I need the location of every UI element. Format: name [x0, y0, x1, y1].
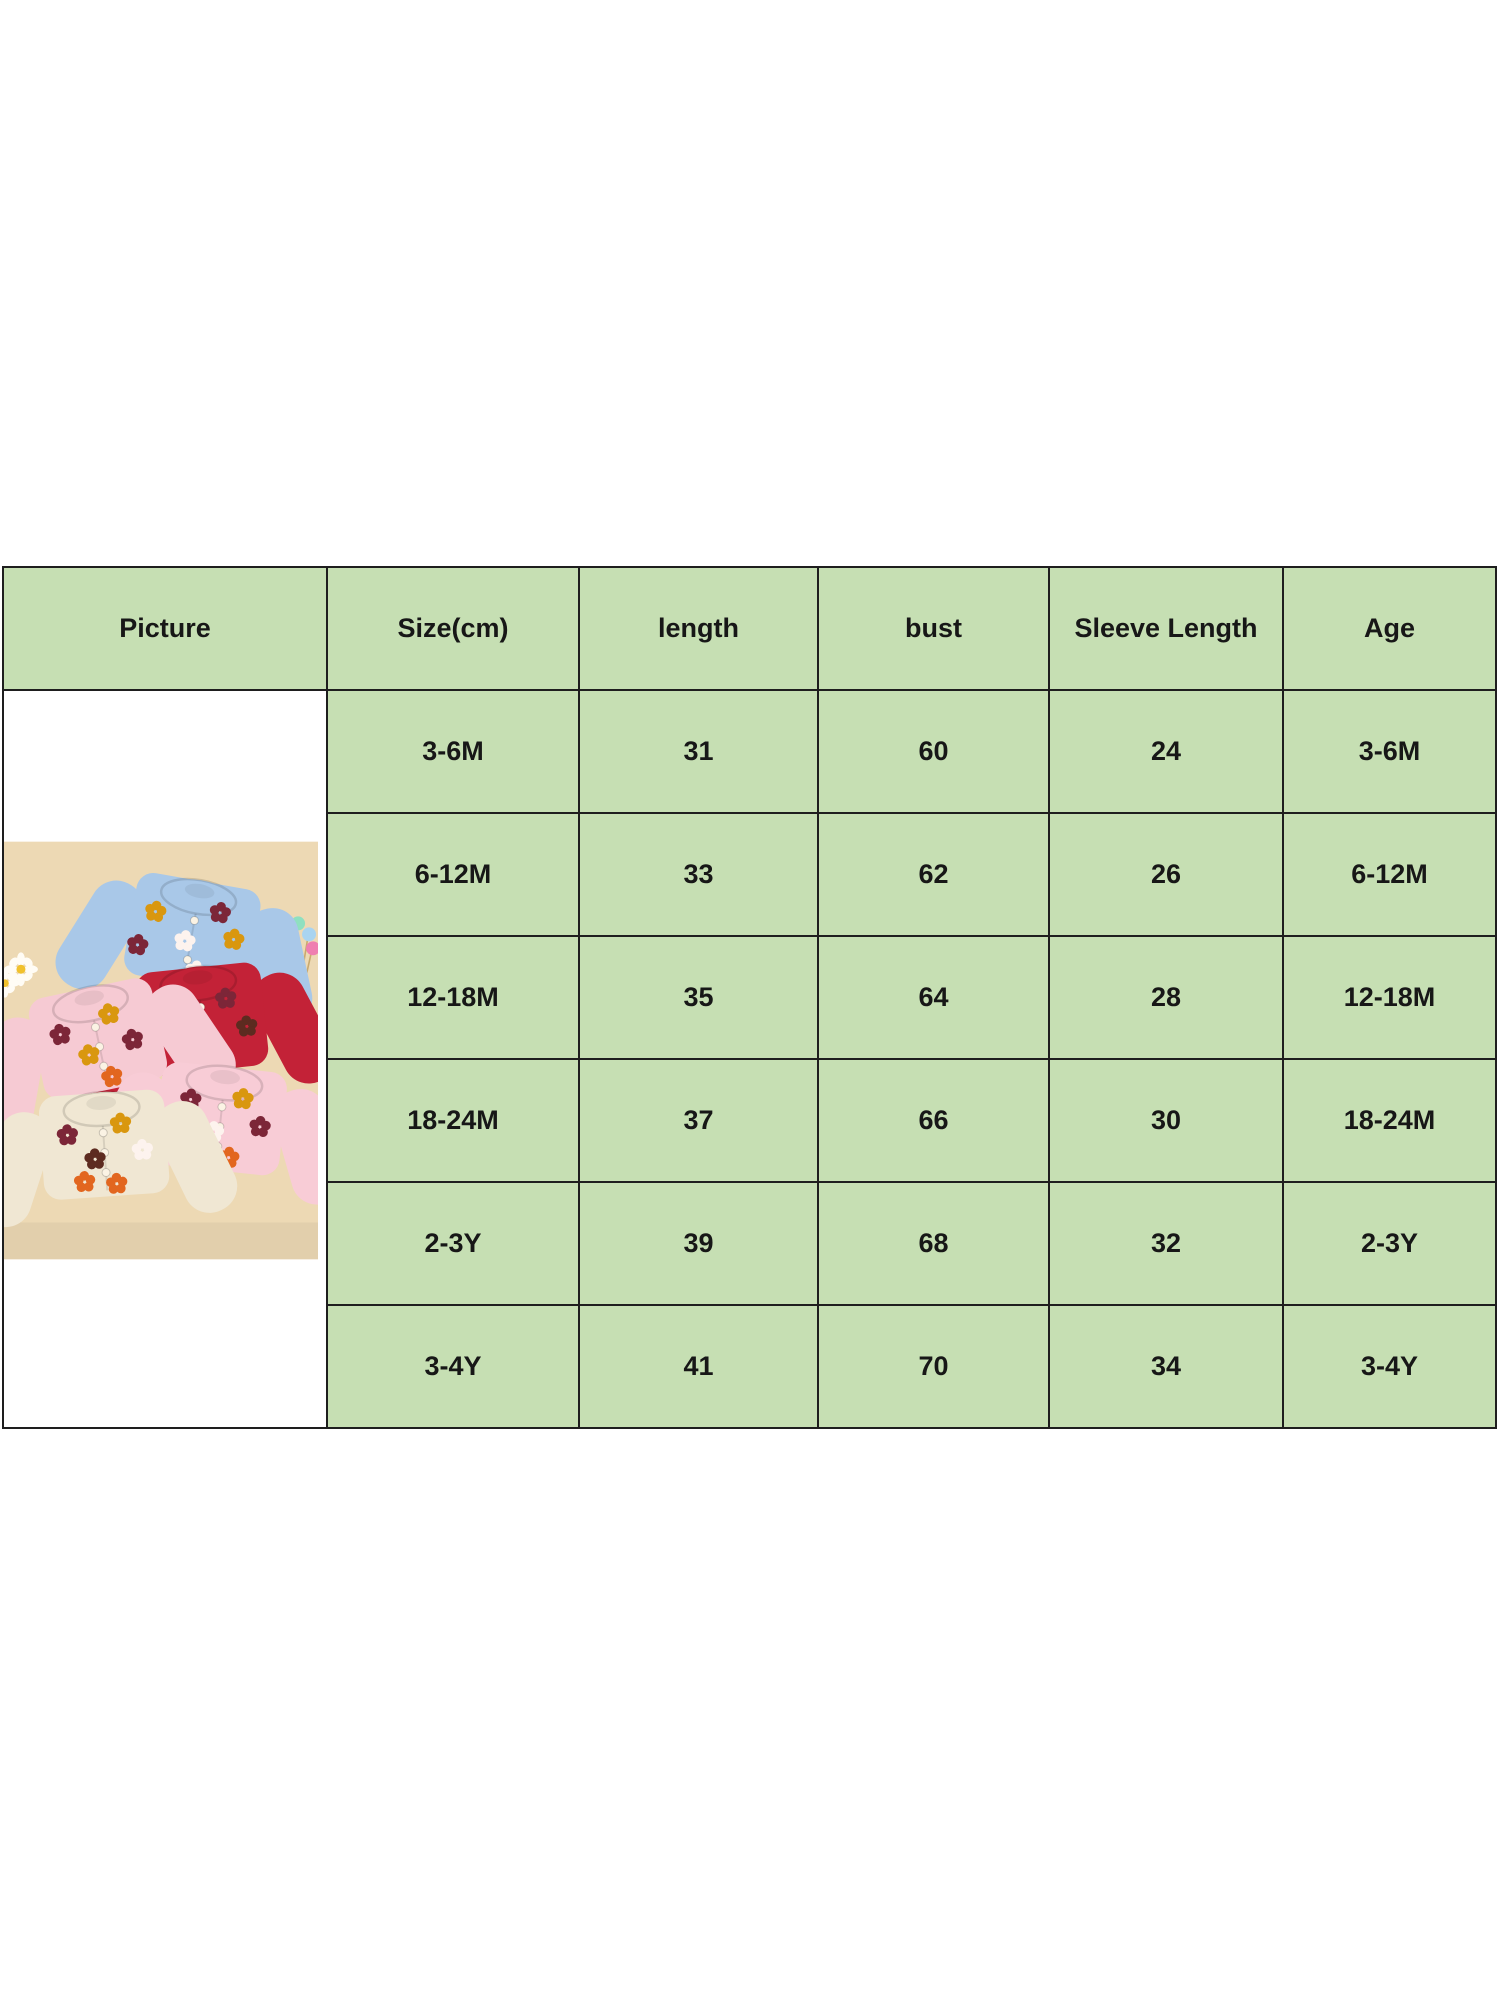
cell-row2-age: 12-18M [1284, 937, 1495, 1058]
cell-row0-bust: 60 [819, 691, 1048, 812]
cell-row3-length: 37 [580, 1060, 817, 1181]
header-sleeve-length: Sleeve Length [1050, 568, 1282, 689]
cell-row3-sleeve: 30 [1050, 1060, 1282, 1181]
cell-row1-age: 6-12M [1284, 814, 1495, 935]
cell-row4-age: 2-3Y [1284, 1183, 1495, 1304]
cell-row0-length: 31 [580, 691, 817, 812]
cell-row2-length: 35 [580, 937, 817, 1058]
size-chart-table: Picture Size(cm) length bust Sleeve Leng… [2, 566, 1497, 1429]
picture-cell [4, 691, 326, 1427]
cell-row5-bust: 70 [819, 1306, 1048, 1427]
cell-row4-bust: 68 [819, 1183, 1048, 1304]
cell-row5-age: 3-4Y [1284, 1306, 1495, 1427]
cell-row2-bust: 64 [819, 937, 1048, 1058]
cell-row3-size: 18-24M [328, 1060, 578, 1181]
header-size-cm: Size(cm) [328, 568, 578, 689]
cell-row1-size: 6-12M [328, 814, 578, 935]
cell-row2-size: 12-18M [328, 937, 578, 1058]
cell-row3-age: 18-24M [1284, 1060, 1495, 1181]
cell-row4-length: 39 [580, 1183, 817, 1304]
cell-row5-sleeve: 34 [1050, 1306, 1282, 1427]
cell-row4-size: 2-3Y [328, 1183, 578, 1304]
cell-row0-age: 3-6M [1284, 691, 1495, 812]
header-bust: bust [819, 568, 1048, 689]
cell-row2-sleeve: 28 [1050, 937, 1282, 1058]
cell-row3-bust: 66 [819, 1060, 1048, 1181]
cell-row5-length: 41 [580, 1306, 817, 1427]
cell-row1-sleeve: 26 [1050, 814, 1282, 935]
cell-row1-length: 33 [580, 814, 817, 935]
header-picture: Picture [4, 568, 326, 689]
cell-row4-sleeve: 32 [1050, 1183, 1282, 1304]
cell-row1-bust: 62 [819, 814, 1048, 935]
header-length: length [580, 568, 817, 689]
product-photo [4, 841, 318, 1259]
cell-row0-sleeve: 24 [1050, 691, 1282, 812]
cell-row5-size: 3-4Y [328, 1306, 578, 1427]
header-age: Age [1284, 568, 1495, 689]
cell-row0-size: 3-6M [328, 691, 578, 812]
